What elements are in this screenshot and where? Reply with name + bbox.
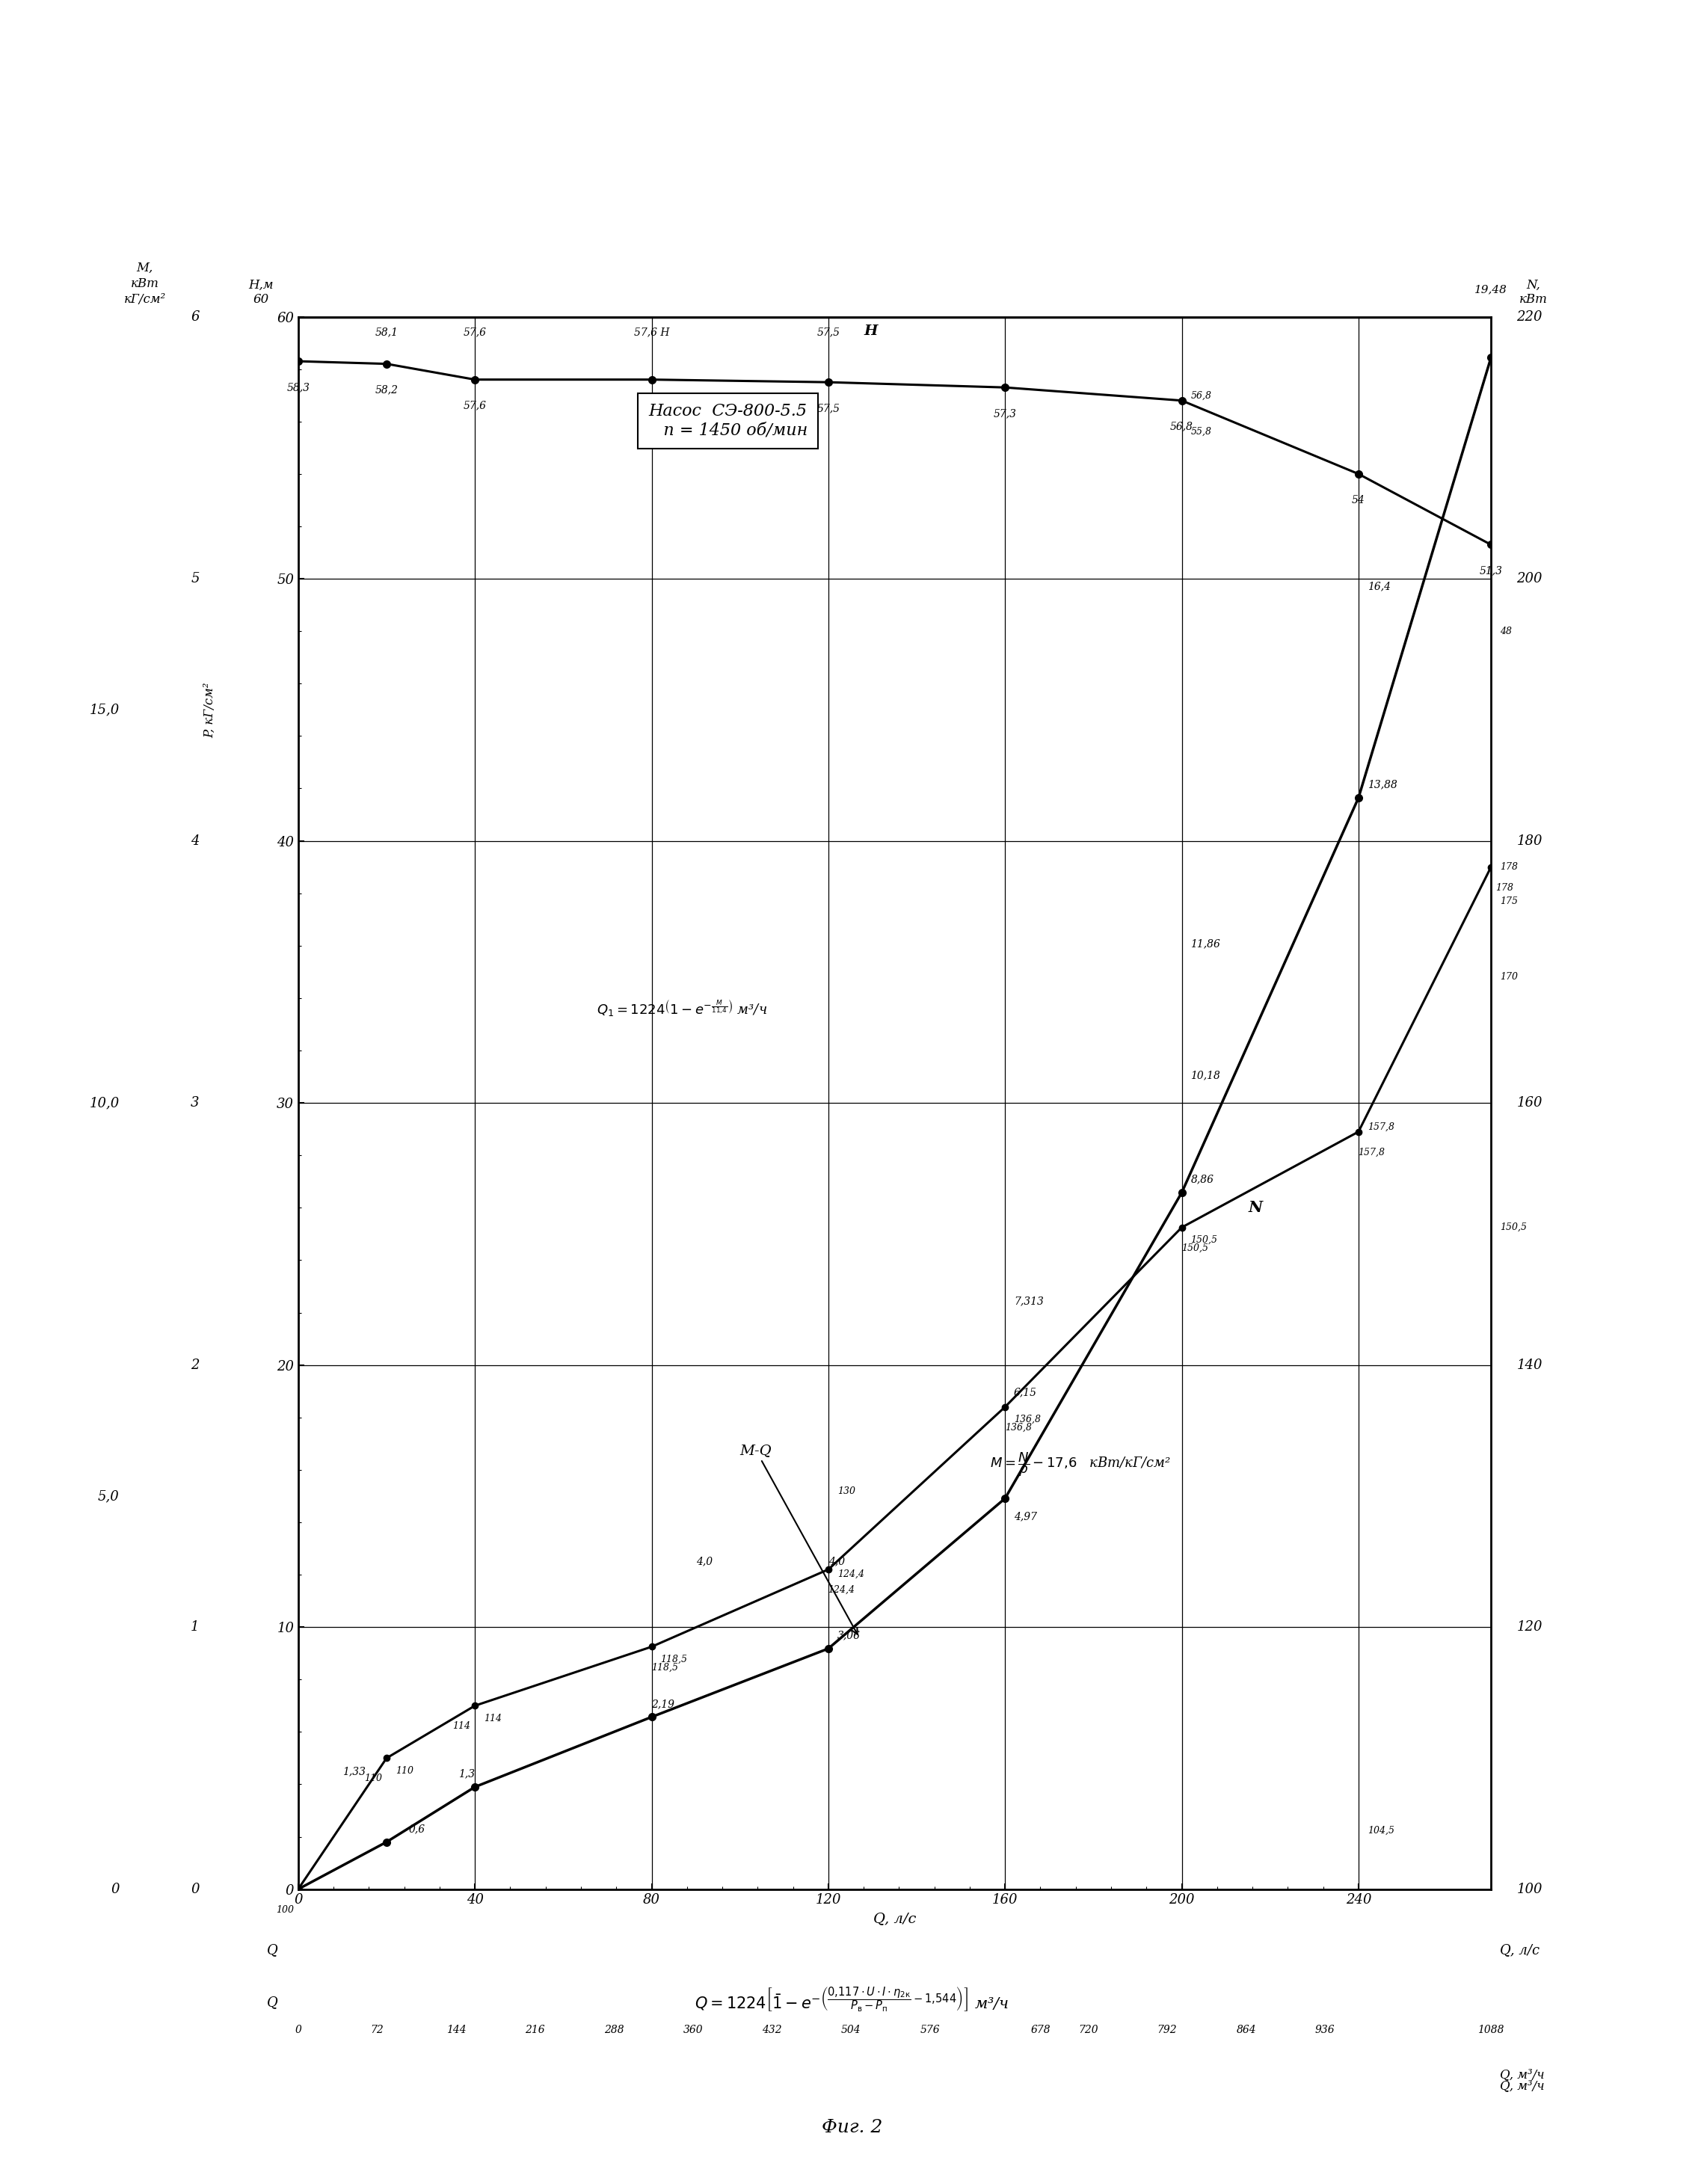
- Text: 2,19: 2,19: [651, 1699, 675, 1710]
- Text: $M = \dfrac{N}{\rho} - 17{,}6$   кВт/кГ/см²: $M = \dfrac{N}{\rho} - 17{,}6$ кВт/кГ/см…: [990, 1450, 1171, 1479]
- Text: 19,48: 19,48: [1474, 284, 1508, 295]
- Text: Фиг. 2: Фиг. 2: [821, 2118, 883, 2136]
- Text: Q: Q: [268, 1944, 278, 1957]
- Text: 6: 6: [191, 310, 199, 323]
- Text: 124,4: 124,4: [837, 1570, 864, 1579]
- Text: 200: 200: [1517, 572, 1542, 585]
- Text: 150,5: 150,5: [1500, 1223, 1527, 1232]
- Text: 4,0: 4,0: [828, 1557, 845, 1566]
- Text: 0: 0: [111, 1883, 119, 1896]
- Text: 8,86: 8,86: [1191, 1175, 1213, 1184]
- Text: 56,8: 56,8: [1191, 391, 1212, 400]
- Text: 57,6: 57,6: [463, 328, 487, 339]
- Text: M-Q: M-Q: [740, 1444, 857, 1634]
- Text: 120: 120: [1517, 1621, 1542, 1634]
- Text: 157,8: 157,8: [1367, 1123, 1394, 1131]
- Text: 57,6: 57,6: [641, 400, 663, 411]
- Text: N: N: [1247, 1201, 1263, 1214]
- Text: 136,8: 136,8: [1005, 1422, 1031, 1433]
- Text: M,
кВт
кГ/см²: M, кВт кГ/см²: [124, 262, 165, 306]
- Text: H: H: [864, 323, 878, 339]
- Text: 57,6: 57,6: [463, 400, 487, 411]
- Text: 110: 110: [395, 1767, 414, 1776]
- Text: N,
кВт: N, кВт: [1520, 277, 1547, 306]
- Text: 5,0: 5,0: [97, 1489, 119, 1503]
- Text: 1,3: 1,3: [458, 1769, 475, 1780]
- Text: 3,06: 3,06: [837, 1629, 861, 1640]
- Text: H,м
60: H,м 60: [249, 277, 273, 306]
- Text: 4: 4: [191, 834, 199, 847]
- Text: Q: Q: [268, 1996, 278, 2009]
- Text: 175: 175: [1500, 898, 1518, 906]
- Text: 16,4: 16,4: [1367, 581, 1390, 592]
- Text: 56,8: 56,8: [1171, 422, 1193, 432]
- Text: 1: 1: [191, 1621, 199, 1634]
- Text: Q, м³/ч: Q, м³/ч: [1500, 2079, 1544, 2092]
- Text: 48: 48: [1500, 627, 1511, 636]
- Text: 4,0: 4,0: [695, 1557, 712, 1566]
- Text: 114: 114: [484, 1714, 501, 1723]
- Text: 11,86: 11,86: [1191, 939, 1220, 948]
- Text: 100: 100: [1517, 1883, 1542, 1896]
- Text: 51,3: 51,3: [1479, 566, 1503, 577]
- Text: 130: 130: [837, 1487, 855, 1496]
- Text: 4,97: 4,97: [1014, 1511, 1038, 1522]
- Text: 10,0: 10,0: [89, 1096, 119, 1109]
- Text: 136,8: 136,8: [1014, 1415, 1041, 1424]
- Text: Q, л/с: Q, л/с: [1500, 1944, 1539, 1957]
- Text: 5: 5: [191, 572, 199, 585]
- Text: 0,6: 0,6: [409, 1824, 426, 1835]
- Text: 57,5: 57,5: [816, 404, 840, 413]
- Text: 6,15: 6,15: [1014, 1387, 1038, 1398]
- Text: 1,33: 1,33: [343, 1767, 366, 1778]
- Text: 110: 110: [365, 1773, 382, 1784]
- Text: 220: 220: [1517, 310, 1542, 323]
- Text: 2: 2: [191, 1358, 199, 1372]
- Text: $Q = 1224\left[\bar{1} - e^{-\left(\dfrac{0{,}117 \cdot U \cdot I \cdot \eta_{2\: $Q = 1224\left[\bar{1} - e^{-\left(\dfra…: [695, 1985, 1009, 2014]
- Text: 54: 54: [1351, 496, 1365, 505]
- Text: 100: 100: [276, 1904, 293, 1915]
- Text: 15,0: 15,0: [89, 703, 119, 716]
- Text: 178: 178: [1500, 863, 1518, 871]
- Text: 58,1: 58,1: [375, 328, 399, 339]
- Text: 104,5: 104,5: [1367, 1826, 1394, 1835]
- Text: 114: 114: [453, 1721, 470, 1732]
- X-axis label: Q, л/с: Q, л/с: [872, 1911, 917, 1926]
- Text: 157,8: 157,8: [1358, 1147, 1385, 1158]
- Text: 58,3: 58,3: [286, 382, 310, 393]
- Text: 124,4: 124,4: [828, 1586, 855, 1594]
- Text: 170: 170: [1500, 972, 1518, 981]
- Text: 0: 0: [191, 1883, 199, 1896]
- Text: 57,5: 57,5: [816, 328, 840, 339]
- Text: 3: 3: [191, 1096, 199, 1109]
- Text: 178: 178: [1496, 882, 1513, 893]
- Text: 118,5: 118,5: [651, 1662, 678, 1673]
- Text: 10,18: 10,18: [1191, 1070, 1220, 1081]
- Text: 150,5: 150,5: [1191, 1236, 1218, 1245]
- Text: 13,88: 13,88: [1367, 780, 1397, 791]
- Text: 150,5: 150,5: [1181, 1243, 1208, 1254]
- Text: 7,313: 7,313: [1014, 1295, 1043, 1306]
- Text: P, кГ/см²: P, кГ/см²: [203, 681, 216, 738]
- Text: 160: 160: [1517, 1096, 1542, 1109]
- Text: 57,6 H: 57,6 H: [634, 328, 670, 339]
- Text: Q, м³/ч: Q, м³/ч: [1500, 2068, 1544, 2081]
- Text: 180: 180: [1517, 834, 1542, 847]
- Text: 118,5: 118,5: [661, 1655, 687, 1664]
- Text: 58,2: 58,2: [375, 384, 399, 395]
- Text: 140: 140: [1517, 1358, 1542, 1372]
- Text: 57,3: 57,3: [993, 408, 1017, 419]
- Text: Насос  СЭ-800-5.5
   n = 1450 об/мин: Насос СЭ-800-5.5 n = 1450 об/мин: [648, 404, 808, 439]
- Text: $Q_1 = 1224\left(1 - e^{-\frac{M}{11{,}4}}\right)$ м³/ч: $Q_1 = 1224\left(1 - e^{-\frac{M}{11{,}4…: [596, 998, 767, 1018]
- Text: 55,8: 55,8: [1191, 426, 1212, 437]
